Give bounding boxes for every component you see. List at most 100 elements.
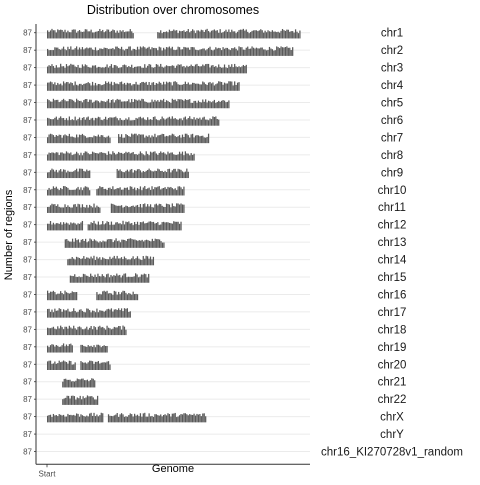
bar	[171, 30, 173, 39]
bar	[192, 154, 194, 161]
bar	[121, 275, 124, 283]
bar	[62, 309, 65, 318]
bar	[138, 240, 140, 248]
bar	[95, 240, 97, 248]
bar	[148, 413, 150, 423]
bar	[49, 65, 52, 74]
bar	[81, 310, 84, 318]
bar	[98, 276, 101, 283]
bar	[81, 64, 84, 74]
bar	[163, 134, 165, 144]
bar	[270, 48, 272, 56]
bar	[48, 50, 50, 56]
bar	[274, 31, 276, 39]
bar	[60, 101, 62, 109]
bar	[197, 50, 200, 56]
bar	[219, 29, 221, 39]
bar	[279, 32, 281, 39]
bar	[71, 29, 73, 39]
bar	[116, 413, 118, 423]
bar	[65, 416, 68, 423]
bar	[62, 66, 65, 74]
bar	[70, 189, 72, 196]
bar	[93, 135, 95, 144]
y-tick-label: 87	[23, 46, 32, 55]
bar	[129, 83, 131, 91]
bar	[51, 152, 53, 161]
bar	[149, 189, 152, 196]
bar	[167, 222, 169, 231]
bar	[102, 362, 104, 370]
bar	[48, 360, 50, 370]
bar	[49, 205, 52, 213]
bar	[145, 81, 147, 91]
bar	[194, 100, 197, 109]
bar	[151, 259, 153, 266]
bar	[143, 241, 145, 248]
bar	[47, 308, 49, 318]
bar	[193, 413, 195, 423]
bar	[168, 168, 171, 179]
bar	[193, 66, 195, 74]
bar	[151, 171, 153, 179]
bar	[276, 32, 278, 39]
bar	[77, 239, 80, 248]
bar	[148, 155, 150, 161]
bar	[207, 120, 210, 126]
bar	[149, 170, 152, 179]
bar	[126, 222, 128, 231]
bar	[123, 101, 126, 109]
bar	[138, 224, 140, 231]
bar	[120, 101, 123, 109]
bar	[80, 187, 82, 196]
bar	[145, 255, 147, 266]
bar	[202, 135, 204, 144]
bar	[105, 47, 107, 56]
bar	[122, 189, 124, 196]
bar	[155, 203, 157, 213]
bar	[170, 172, 172, 179]
bar	[70, 171, 72, 179]
bar	[129, 120, 131, 126]
bar	[78, 67, 81, 74]
bar	[81, 220, 84, 231]
bar	[168, 135, 171, 144]
bar	[70, 381, 73, 388]
bar	[49, 345, 52, 353]
bar	[168, 29, 171, 39]
bar	[99, 117, 101, 126]
bar	[164, 84, 166, 91]
bar	[91, 65, 94, 74]
panel-chr4: 87 chr4	[23, 80, 404, 92]
bar	[167, 136, 169, 144]
bar	[62, 98, 65, 109]
bar	[244, 30, 246, 39]
bar	[131, 152, 133, 161]
bar	[132, 68, 134, 74]
bar	[127, 239, 129, 248]
bar	[106, 274, 108, 283]
bar	[73, 137, 75, 144]
bar	[271, 49, 273, 56]
bar	[77, 85, 79, 91]
bar	[47, 172, 49, 179]
bar	[115, 222, 117, 231]
bar	[174, 154, 176, 161]
bar	[122, 137, 124, 144]
bar	[57, 188, 59, 196]
bar	[93, 363, 95, 370]
bar	[144, 186, 146, 196]
bar	[74, 29, 76, 39]
bar	[85, 275, 87, 283]
bar	[97, 416, 99, 423]
bar	[170, 135, 172, 144]
facet-label: chr16_KI270728v1_random	[321, 447, 463, 459]
bar	[155, 414, 157, 423]
bar	[186, 168, 188, 179]
bar	[145, 274, 147, 283]
bar	[209, 101, 211, 109]
bar	[102, 49, 104, 56]
bar	[173, 81, 175, 91]
bar	[196, 83, 198, 91]
bar	[109, 239, 111, 248]
